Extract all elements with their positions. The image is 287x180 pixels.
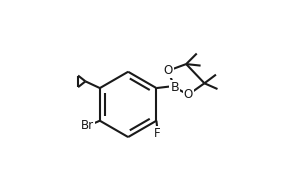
Text: O: O [183,88,193,101]
Text: Br: Br [81,119,94,132]
Text: O: O [163,64,172,77]
Text: B: B [170,81,179,94]
Text: F: F [154,127,161,140]
